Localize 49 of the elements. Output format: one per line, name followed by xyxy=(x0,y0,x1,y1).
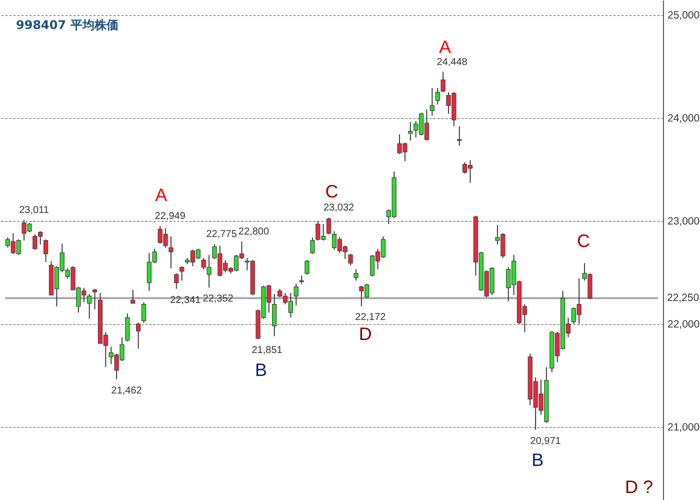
annotation: 22,352 xyxy=(202,294,234,305)
y-tick-label: 21,000 xyxy=(668,421,700,434)
annotation: A xyxy=(155,185,168,206)
y-tick-label: 24,000 xyxy=(668,112,700,124)
annotation: D ? xyxy=(624,477,653,497)
candlestick xyxy=(168,236,174,269)
candlestick xyxy=(125,313,130,342)
candlestick xyxy=(141,302,146,324)
annotation: 21,851 xyxy=(252,345,283,356)
candlestick xyxy=(130,289,136,304)
candlestick xyxy=(87,294,92,320)
candlestick xyxy=(408,122,413,142)
candlestick xyxy=(457,126,462,146)
annotation: 23,032 xyxy=(323,202,355,214)
annotation: A xyxy=(439,36,452,57)
candlestick xyxy=(310,236,315,254)
candlestick xyxy=(430,88,434,116)
y-tick-label: 25,000 xyxy=(668,9,700,22)
candlestick xyxy=(44,238,48,263)
annotation: 24,448 xyxy=(436,56,468,68)
annotation: C xyxy=(325,182,338,202)
annotation: 20,971 xyxy=(530,436,562,447)
y-tick-label: 22,000 xyxy=(668,318,700,330)
candlestick xyxy=(272,294,277,337)
annotation: 22,949 xyxy=(154,211,186,222)
candlestick xyxy=(348,253,353,266)
annotation: 23,011 xyxy=(19,204,50,216)
y-tick-label: 23,000 xyxy=(668,215,700,228)
candlestick xyxy=(294,283,298,306)
candlestick xyxy=(354,268,358,282)
candlestick xyxy=(440,71,446,93)
candlestick xyxy=(174,272,179,290)
annotation: 22,800 xyxy=(238,226,270,238)
candlestick xyxy=(304,260,310,275)
annotation: C xyxy=(577,231,590,252)
candlestick xyxy=(180,266,184,282)
annotation: 21,462 xyxy=(111,385,142,396)
annotation: B xyxy=(532,450,544,470)
candlestick xyxy=(435,88,440,106)
annotation: 22,341 xyxy=(170,294,202,306)
annotation: D xyxy=(358,324,372,344)
candlestick xyxy=(92,288,98,310)
ref-line-label: 22,250 xyxy=(667,292,700,304)
candlestick xyxy=(326,217,332,235)
annotation: B xyxy=(255,360,268,380)
text: 998407 平均株価 xyxy=(16,18,118,32)
candlestick xyxy=(136,322,141,350)
annotation: 22,775 xyxy=(206,229,238,240)
annotation: 22,172 xyxy=(355,312,386,324)
